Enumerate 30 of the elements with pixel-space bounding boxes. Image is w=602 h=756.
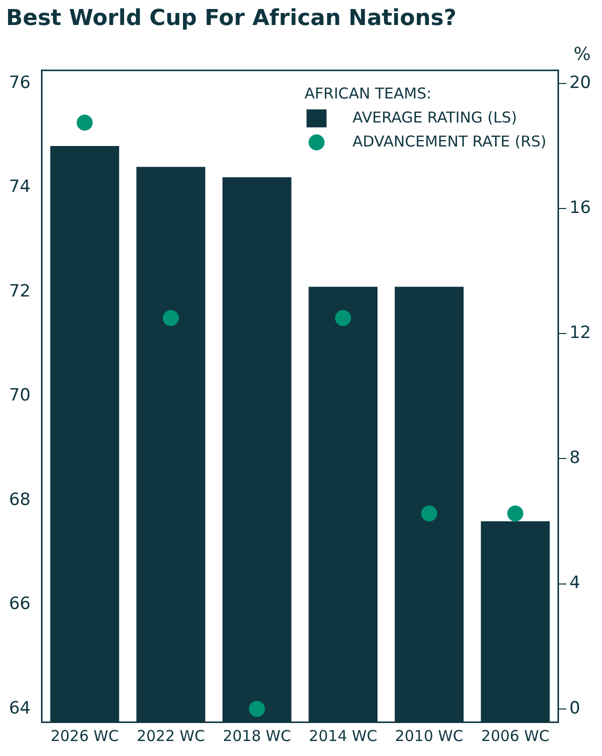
- x-tick-label: 2006 WC: [481, 726, 550, 745]
- x-tick-label: 2010 WC: [395, 726, 464, 745]
- legend-label: AVERAGE RATING (LS): [352, 108, 517, 126]
- point: [421, 505, 438, 522]
- y-tick-label: 74: [8, 177, 31, 198]
- legend-label: ADVANCEMENT RATE (RS): [352, 132, 546, 150]
- point: [162, 310, 179, 326]
- y2-tick-label: 4: [569, 573, 580, 594]
- y-tick-label: 70: [8, 386, 31, 406]
- y-tick-label: 76: [8, 72, 31, 93]
- point: [507, 505, 524, 522]
- y2-tick-label: 8: [569, 448, 580, 468]
- y-tick-label: 66: [8, 594, 31, 614]
- point: [248, 700, 265, 717]
- y-tick-label: 68: [8, 490, 31, 510]
- chart-title: Best World Cup For African Nations?: [6, 6, 456, 31]
- y-tick-label: 64: [8, 698, 31, 718]
- y2-tick-label: 12: [569, 323, 592, 344]
- y2-tick-label: 20: [569, 72, 592, 93]
- x-tick-label: 2018 WC: [222, 726, 292, 745]
- y-tick-label: 72: [8, 281, 31, 302]
- x-tick-label: 2014 WC: [308, 726, 378, 745]
- y2-tick-label: 16: [569, 198, 592, 218]
- x-tick-label: 2022 WC: [136, 726, 205, 745]
- point: [76, 114, 93, 131]
- legend-title: AFRICAN TEAMS:: [304, 84, 432, 102]
- x-tick-label: 2026 WC: [50, 726, 119, 745]
- y2-axis-title: %: [574, 44, 591, 66]
- point: [335, 310, 352, 326]
- y2-tick-label: 0: [569, 698, 580, 718]
